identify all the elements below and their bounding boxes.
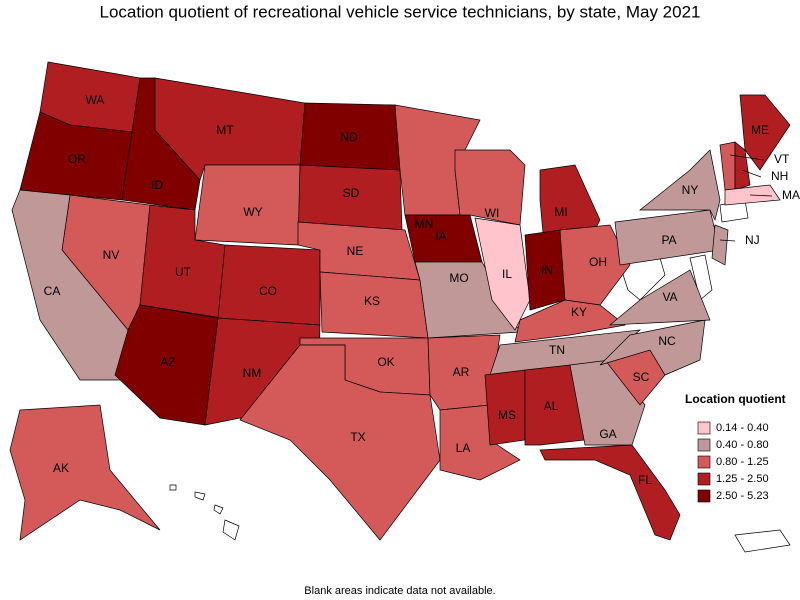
legend-swatch <box>697 489 711 503</box>
leader-line <box>719 239 736 242</box>
state <box>474 217 531 331</box>
legend-label: 0.14 - 0.40 <box>716 422 769 434</box>
state <box>454 149 526 226</box>
leader-line <box>729 154 765 161</box>
state-label: AL <box>544 399 559 413</box>
state-label: MT <box>216 123 234 137</box>
state-label: SC <box>633 370 650 384</box>
state-label: AK <box>53 461 69 475</box>
state-label: ME <box>751 123 769 137</box>
state <box>719 141 736 191</box>
state-label: OK <box>377 355 394 369</box>
state-label: WI <box>485 206 500 220</box>
legend-label: 1.25 - 2.50 <box>716 473 769 485</box>
state <box>539 444 681 541</box>
state-label: MN <box>415 217 434 231</box>
state-label: ID <box>151 178 163 192</box>
state-label: CO <box>259 284 277 298</box>
state-label: NH <box>771 169 788 183</box>
state-label: NV <box>103 248 120 262</box>
state-label: UT <box>175 265 192 279</box>
state-label: MI <box>554 205 567 219</box>
state <box>514 299 626 343</box>
state <box>734 141 751 191</box>
leader-line <box>749 194 773 197</box>
state-label: AZ <box>160 355 175 369</box>
legend-swatch <box>697 455 711 469</box>
state <box>414 261 521 339</box>
state-label: VT <box>774 152 790 166</box>
state <box>9 404 161 541</box>
leader-line <box>741 169 762 178</box>
state-label: NC <box>658 334 676 348</box>
state-label: WA <box>86 93 105 107</box>
state-label: MA <box>782 188 800 202</box>
state-label: VA <box>662 290 677 304</box>
legend-label: 0.40 - 0.80 <box>716 439 769 451</box>
legend-title: Location quotient <box>685 392 786 406</box>
state-label: MS <box>498 408 516 422</box>
legend: Location quotient 0.14 - 0.40 0.40 - 0.80… <box>685 392 786 503</box>
state-label: SD <box>343 186 360 200</box>
legend-swatch <box>697 421 711 435</box>
state <box>559 224 631 306</box>
state <box>599 319 706 376</box>
state-label: TX <box>350 430 365 444</box>
state-label: NM <box>243 366 262 380</box>
state-label: ND <box>340 130 358 144</box>
state-label: AR <box>453 365 470 379</box>
state-label: LA <box>456 441 471 455</box>
state <box>608 269 711 326</box>
state <box>739 94 791 171</box>
state <box>524 364 586 446</box>
state-label: MO <box>449 271 468 285</box>
state-label: IN <box>541 263 553 277</box>
state-label: IL <box>502 267 512 281</box>
state-label: KY <box>571 305 587 319</box>
map-title: Location quotient of recreational vehicl… <box>99 2 700 21</box>
state-label: NE <box>347 244 364 258</box>
state-label: FL <box>638 473 652 487</box>
state-label: OR <box>68 152 86 166</box>
blank-areas <box>169 199 791 553</box>
legend-swatch <box>697 472 711 486</box>
state-label: GA <box>599 427 616 441</box>
state-label: IA <box>435 229 446 243</box>
state <box>639 149 721 222</box>
state-label: CA <box>44 284 61 298</box>
state-label: KS <box>364 294 380 308</box>
legend-label: 2.50 - 5.23 <box>716 490 769 502</box>
state-label: OH <box>589 255 607 269</box>
legend-label: 0.80 - 1.25 <box>716 456 769 468</box>
state <box>711 224 729 266</box>
state-label: TN <box>549 343 565 357</box>
state-label: PA <box>661 233 676 247</box>
footnote: Blank areas indicate data not available. <box>304 585 495 597</box>
legend-swatch <box>697 438 711 452</box>
state-label: NJ <box>745 233 760 247</box>
state-label: WY <box>243 205 262 219</box>
state-label: NY <box>682 183 699 197</box>
